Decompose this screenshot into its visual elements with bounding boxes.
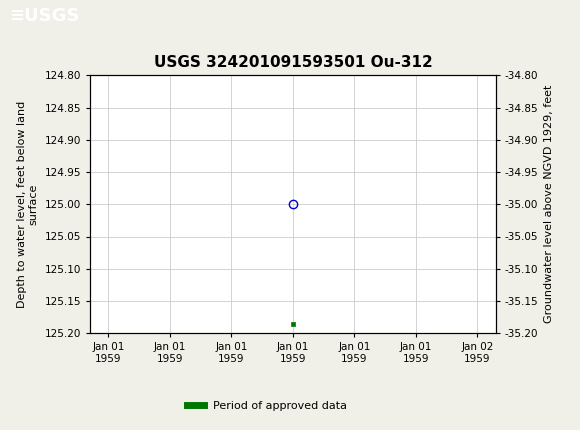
- Text: ≡USGS: ≡USGS: [9, 7, 79, 25]
- Legend: Period of approved data: Period of approved data: [183, 397, 351, 416]
- Y-axis label: Depth to water level, feet below land
surface: Depth to water level, feet below land su…: [17, 101, 39, 308]
- Title: USGS 324201091593501 Ou-312: USGS 324201091593501 Ou-312: [154, 55, 432, 70]
- Y-axis label: Groundwater level above NGVD 1929, feet: Groundwater level above NGVD 1929, feet: [544, 85, 554, 323]
